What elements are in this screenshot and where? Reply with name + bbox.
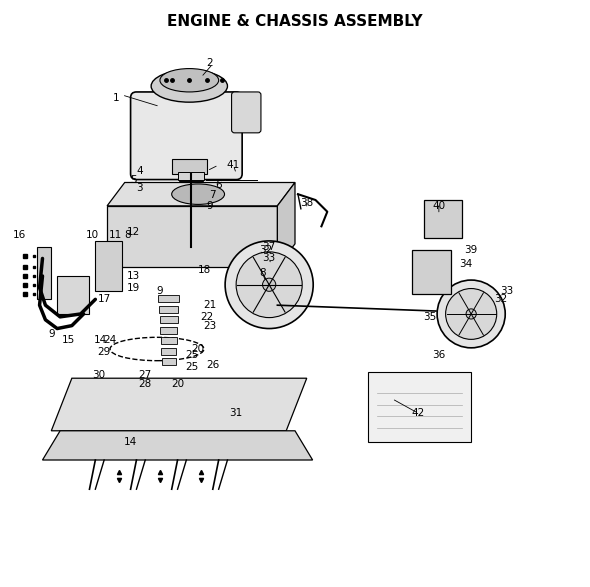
Text: 17: 17: [97, 294, 111, 304]
Text: 24: 24: [103, 335, 117, 345]
Polygon shape: [107, 206, 277, 267]
Text: 11: 11: [109, 230, 123, 240]
Bar: [159, 306, 178, 313]
Text: 33: 33: [500, 286, 513, 296]
Bar: [160, 316, 178, 323]
Text: 28: 28: [139, 379, 152, 389]
Text: 39: 39: [464, 245, 478, 255]
Text: 15: 15: [63, 335, 76, 345]
Polygon shape: [107, 183, 295, 206]
Bar: [37, 247, 51, 299]
Bar: [172, 159, 207, 174]
Polygon shape: [51, 378, 307, 431]
Text: ENGINE & CHASSIS ASSEMBLY: ENGINE & CHASSIS ASSEMBLY: [167, 14, 423, 29]
Text: 6: 6: [215, 180, 222, 190]
Text: 13: 13: [127, 271, 140, 281]
Bar: [57, 276, 90, 314]
Polygon shape: [277, 183, 295, 267]
Circle shape: [236, 252, 302, 318]
Text: 36: 36: [432, 350, 445, 360]
Text: 1: 1: [113, 93, 119, 103]
Text: 9: 9: [206, 201, 213, 211]
Text: 10: 10: [86, 230, 99, 240]
Text: 29: 29: [97, 347, 111, 357]
Text: 27: 27: [139, 370, 152, 380]
Circle shape: [225, 241, 313, 329]
Bar: [181, 198, 202, 206]
Text: 25: 25: [186, 350, 199, 360]
Text: 16: 16: [12, 230, 25, 240]
Text: 32: 32: [494, 294, 507, 304]
Bar: [162, 348, 176, 355]
Text: 31: 31: [230, 409, 243, 419]
Text: 41: 41: [227, 160, 240, 170]
Text: 9: 9: [156, 286, 163, 296]
FancyBboxPatch shape: [130, 92, 242, 180]
Text: 21: 21: [203, 300, 217, 310]
Text: 20: 20: [192, 344, 205, 354]
Bar: [179, 190, 202, 197]
Text: 3: 3: [136, 183, 143, 193]
Text: 4: 4: [136, 166, 143, 176]
Text: 38: 38: [300, 198, 313, 208]
Text: 34: 34: [458, 259, 472, 269]
Circle shape: [263, 278, 276, 291]
Bar: [412, 249, 451, 294]
Circle shape: [445, 289, 497, 339]
Text: 5: 5: [130, 174, 137, 184]
Bar: [162, 358, 175, 365]
Text: 42: 42: [412, 409, 425, 419]
Text: 40: 40: [432, 201, 445, 211]
Circle shape: [466, 309, 476, 319]
Bar: [368, 372, 471, 443]
Text: 7: 7: [209, 190, 216, 200]
Bar: [96, 241, 122, 291]
Text: 8: 8: [260, 268, 266, 278]
Bar: [178, 172, 204, 180]
Text: 14: 14: [93, 335, 107, 345]
Text: 30: 30: [91, 370, 105, 380]
Bar: [424, 200, 463, 238]
Text: 25: 25: [186, 362, 199, 372]
Text: 12: 12: [127, 227, 140, 237]
Text: 22: 22: [200, 312, 214, 322]
Circle shape: [437, 280, 505, 348]
Text: 19: 19: [127, 283, 140, 293]
Text: 23: 23: [203, 321, 217, 330]
Bar: [179, 181, 204, 188]
Ellipse shape: [172, 184, 225, 204]
Bar: [159, 295, 179, 302]
Text: 37: 37: [262, 242, 275, 252]
Bar: [161, 338, 176, 345]
Text: 35: 35: [424, 312, 437, 322]
Ellipse shape: [151, 70, 228, 102]
Text: 33: 33: [262, 254, 275, 264]
Text: 8: 8: [124, 230, 131, 240]
Text: 18: 18: [198, 265, 211, 275]
Bar: [181, 207, 201, 215]
Text: 26: 26: [206, 360, 219, 370]
Text: 32: 32: [259, 245, 272, 255]
Bar: [160, 327, 177, 334]
Text: 2: 2: [206, 58, 213, 68]
Polygon shape: [42, 431, 313, 460]
Text: 14: 14: [124, 437, 137, 447]
Text: 20: 20: [171, 379, 184, 389]
Ellipse shape: [160, 69, 219, 92]
FancyBboxPatch shape: [232, 92, 261, 133]
Text: 9: 9: [48, 329, 55, 339]
